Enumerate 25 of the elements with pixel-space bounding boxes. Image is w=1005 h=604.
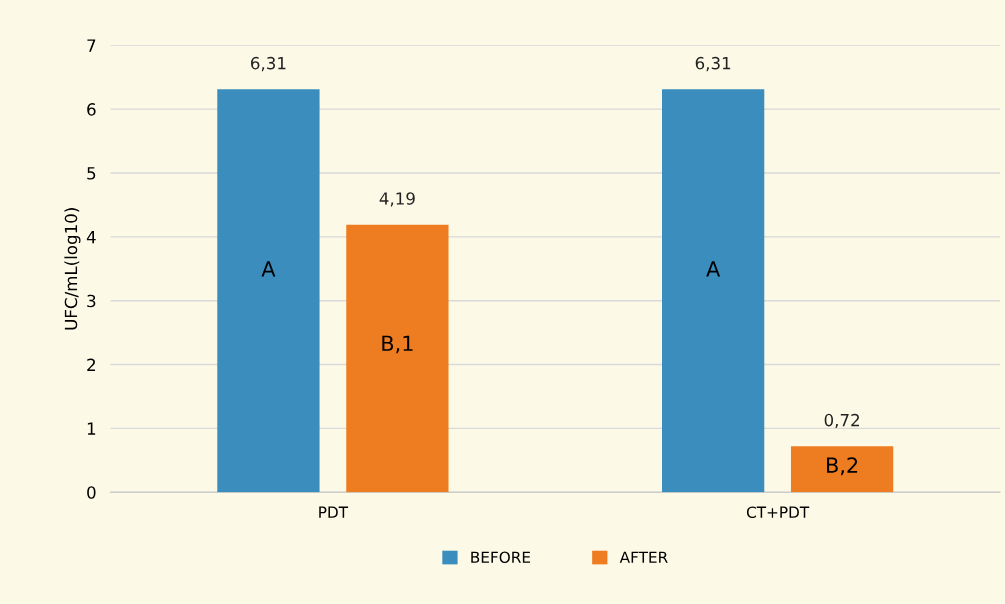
data-label: 6,31: [251, 56, 286, 72]
y-tick-label: 4: [86, 231, 96, 244]
y-tick-label: 7: [87, 39, 96, 52]
bar: [790, 446, 894, 493]
legend-label: BEFORE: [471, 551, 531, 563]
bar: [661, 89, 765, 493]
annotation: B,2: [827, 457, 858, 476]
y-tick-label: 2: [87, 358, 95, 371]
y-tick-label: 1: [87, 422, 96, 435]
bar: [346, 224, 449, 493]
annotation: A: [261, 261, 276, 277]
data-label: 6,31: [695, 56, 731, 72]
y-tick-label: 3: [87, 294, 96, 308]
x-tick-label: PDT: [319, 506, 349, 518]
bar: [217, 89, 320, 493]
y-tick-label: 6: [87, 103, 96, 116]
annotation: B,1: [382, 335, 413, 354]
y-axis-title: UFC/mL(log10): [64, 208, 81, 330]
y-tick-label: 0: [87, 486, 96, 499]
data-label: 0,72: [824, 413, 859, 429]
annotation: A: [706, 261, 721, 277]
x-tick-label: CT+PDT: [746, 506, 810, 518]
legend-label: AFTER: [619, 551, 668, 563]
data-label: 4,19: [379, 192, 415, 207]
y-tick-label: 5: [87, 167, 96, 180]
